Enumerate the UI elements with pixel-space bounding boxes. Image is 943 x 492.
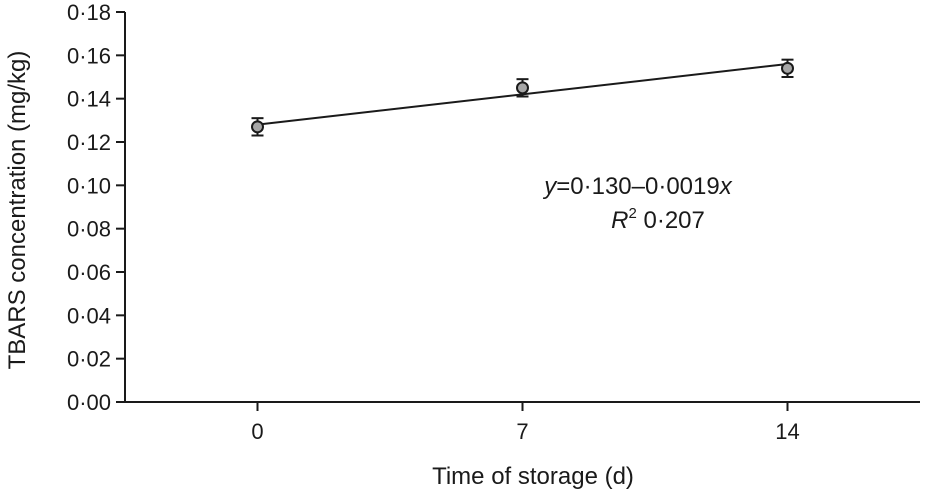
- y-axis-title: TBARS concentration (mg/kg): [4, 51, 31, 370]
- y-axis-ticks: 0·00 0·02 0·04 0·06 0·08 0·10 0·12 0·14 0·16 0·18: [67, 0, 125, 415]
- data-point: [516, 81, 529, 95]
- y-tick-label: 0·18: [67, 0, 111, 25]
- data-point: [251, 120, 264, 134]
- x-tick-label: 0: [251, 419, 263, 444]
- y-tick-label: 0·16: [67, 43, 111, 68]
- x-axis-title: Time of storage (d): [432, 463, 634, 490]
- y-tick-label: 0·08: [67, 217, 111, 242]
- regression-equation: y=0·130–0·0019x: [542, 173, 732, 200]
- r-squared-label: R2 0·207: [611, 205, 705, 234]
- y-tick-label: 0·14: [67, 87, 111, 112]
- y-tick-label: 0·00: [67, 390, 111, 415]
- y-tick-label: 0·06: [67, 260, 111, 285]
- y-tick-label: 0·02: [67, 347, 111, 372]
- axes: [124, 12, 920, 403]
- x-axis-ticks: 0 7 14: [251, 402, 800, 444]
- y-tick-label: 0·10: [67, 173, 111, 198]
- data-point: [781, 61, 794, 75]
- x-tick-label: 7: [516, 419, 528, 444]
- x-tick-label: 14: [775, 419, 799, 444]
- data-points: [251, 58, 794, 137]
- y-tick-label: 0·12: [67, 130, 111, 155]
- y-tick-label: 0·04: [67, 303, 111, 328]
